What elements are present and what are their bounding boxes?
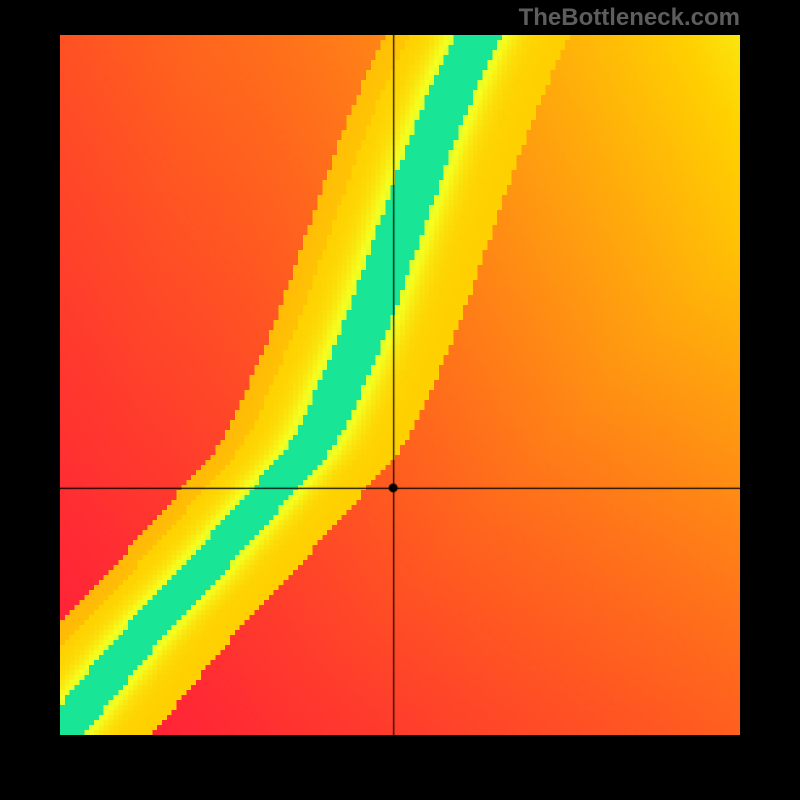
heatmap-canvas — [60, 35, 740, 735]
watermark: TheBottleneck.com — [519, 4, 740, 32]
stage: TheBottleneck.com — [0, 0, 800, 800]
